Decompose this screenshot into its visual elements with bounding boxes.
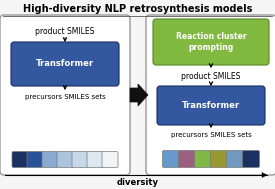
FancyBboxPatch shape [12,152,28,167]
FancyBboxPatch shape [227,150,243,167]
Polygon shape [130,84,148,106]
Text: diversity: diversity [117,178,158,187]
Text: Transformer: Transformer [182,101,240,110]
FancyBboxPatch shape [72,152,88,167]
FancyBboxPatch shape [87,152,103,167]
Text: product SMILES: product SMILES [35,27,95,36]
FancyBboxPatch shape [0,15,130,175]
FancyBboxPatch shape [11,42,119,86]
Text: product SMILES: product SMILES [181,72,241,81]
FancyBboxPatch shape [194,150,211,167]
FancyBboxPatch shape [102,152,118,167]
FancyBboxPatch shape [27,152,43,167]
FancyBboxPatch shape [178,150,196,167]
Text: precursors SMILES sets: precursors SMILES sets [170,132,251,138]
FancyBboxPatch shape [243,150,260,167]
FancyBboxPatch shape [146,15,275,175]
Text: Transformer: Transformer [36,60,94,68]
FancyBboxPatch shape [57,152,73,167]
FancyBboxPatch shape [153,19,269,65]
Text: High-diversity NLP retrosynthesis models: High-diversity NLP retrosynthesis models [23,4,252,14]
Polygon shape [262,173,267,177]
Text: Reaction cluster
prompting: Reaction cluster prompting [176,32,246,52]
FancyBboxPatch shape [210,150,227,167]
FancyBboxPatch shape [157,86,265,125]
FancyBboxPatch shape [163,150,180,167]
FancyBboxPatch shape [42,152,58,167]
Text: precursors SMILES sets: precursors SMILES sets [25,94,105,100]
